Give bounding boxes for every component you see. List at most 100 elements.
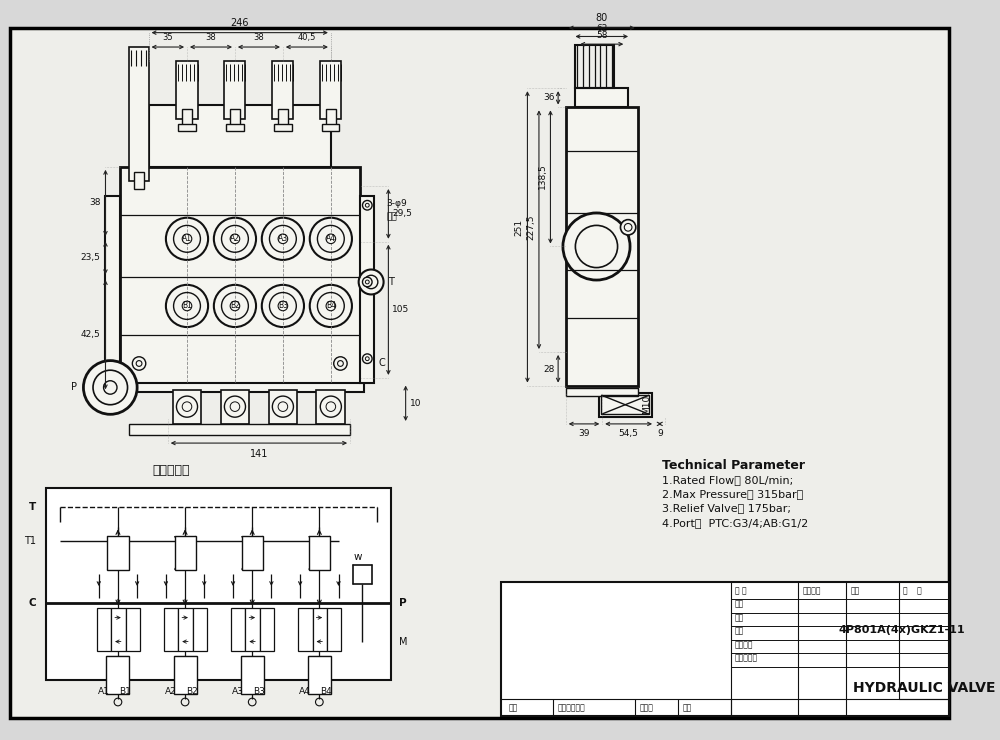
Bar: [129, 424, 350, 435]
Bar: [164, 608, 178, 651]
Text: B1: B1: [119, 687, 131, 696]
Text: 246: 246: [230, 18, 249, 28]
Bar: [107, 536, 129, 570]
Bar: [316, 390, 345, 424]
Text: 54,5: 54,5: [618, 428, 638, 437]
Bar: [241, 656, 264, 694]
Bar: [173, 390, 201, 424]
Bar: [182, 110, 192, 127]
Bar: [260, 608, 274, 651]
Text: A3: A3: [278, 235, 288, 243]
Text: C: C: [379, 358, 386, 369]
Bar: [115, 383, 364, 392]
Circle shape: [326, 301, 336, 311]
Text: 重量: 重量: [851, 586, 860, 595]
Circle shape: [362, 278, 372, 287]
Bar: [111, 608, 126, 651]
Text: A1: A1: [182, 235, 192, 243]
Bar: [353, 565, 372, 584]
Text: 35: 35: [163, 33, 173, 42]
Bar: [221, 390, 249, 424]
Text: HYDRAULIC VALVE: HYDRAULIC VALVE: [853, 681, 996, 695]
Circle shape: [182, 301, 192, 311]
Bar: [97, 608, 111, 651]
Circle shape: [326, 234, 336, 243]
Bar: [327, 608, 341, 651]
Bar: [175, 536, 196, 570]
Circle shape: [230, 234, 240, 243]
Bar: [193, 608, 207, 651]
Text: 23,5: 23,5: [81, 254, 101, 263]
Text: 38: 38: [206, 33, 216, 42]
Text: B4: B4: [326, 301, 336, 311]
Bar: [178, 608, 193, 651]
Text: 通孔: 通孔: [386, 212, 397, 221]
Bar: [274, 124, 292, 132]
Text: A1: A1: [98, 687, 110, 696]
Circle shape: [620, 220, 636, 235]
Text: M: M: [399, 636, 407, 647]
Bar: [149, 104, 331, 167]
Text: 日期: 日期: [683, 703, 692, 713]
Text: 40,5: 40,5: [298, 33, 316, 42]
Text: 3.Relief Valve： 175bar;: 3.Relief Valve： 175bar;: [662, 503, 791, 514]
Circle shape: [262, 218, 304, 260]
Bar: [269, 390, 297, 424]
Text: 141: 141: [250, 449, 268, 459]
Text: A4: A4: [299, 687, 311, 696]
Bar: [126, 608, 140, 651]
Text: B2: B2: [230, 301, 240, 311]
Text: 227,5: 227,5: [526, 215, 535, 240]
Text: 28: 28: [543, 365, 554, 374]
Circle shape: [362, 201, 372, 210]
Circle shape: [310, 285, 352, 327]
Bar: [134, 172, 144, 189]
Text: T1: T1: [24, 536, 36, 546]
Text: 制图: 制图: [735, 599, 744, 609]
Text: 1.Rated Flow： 80L/min;: 1.Rated Flow： 80L/min;: [662, 475, 793, 485]
Bar: [320, 61, 341, 119]
Text: 工艺检查: 工艺检查: [735, 640, 753, 649]
Text: T: T: [388, 277, 394, 287]
Text: 液压原理图: 液压原理图: [152, 465, 189, 477]
Text: 29,5: 29,5: [392, 209, 412, 218]
Text: 80: 80: [596, 13, 608, 23]
Text: 105: 105: [392, 306, 409, 314]
Text: 更改内容说明: 更改内容说明: [558, 703, 586, 713]
Bar: [174, 656, 197, 694]
Bar: [360, 195, 374, 383]
Text: P: P: [399, 598, 407, 608]
Text: 39: 39: [578, 428, 590, 437]
Circle shape: [166, 218, 208, 260]
Bar: [278, 110, 288, 127]
Text: B1: B1: [182, 301, 192, 311]
Text: P: P: [71, 383, 77, 392]
Text: 更改人: 更改人: [640, 703, 654, 713]
Text: A4: A4: [326, 235, 336, 243]
Text: 标记: 标记: [508, 703, 518, 713]
Text: T: T: [29, 502, 36, 512]
Bar: [501, 582, 949, 716]
Circle shape: [362, 354, 372, 363]
Circle shape: [563, 213, 630, 280]
Bar: [599, 393, 652, 417]
Text: 10: 10: [409, 399, 421, 408]
Text: 4P801A(4x)GKZ1-11: 4P801A(4x)GKZ1-11: [838, 625, 965, 635]
Bar: [178, 124, 196, 132]
Bar: [46, 488, 391, 680]
Text: 设 计: 设 计: [735, 586, 746, 595]
Text: 描图: 描图: [735, 613, 744, 622]
Text: A3: A3: [232, 687, 244, 696]
Text: A2: A2: [230, 235, 240, 243]
Text: 38: 38: [254, 33, 264, 42]
Bar: [245, 608, 260, 651]
Bar: [575, 88, 628, 107]
Text: Technical Parameter: Technical Parameter: [662, 460, 805, 472]
Bar: [129, 47, 149, 181]
Text: 校对: 校对: [735, 627, 744, 636]
Bar: [601, 395, 649, 414]
Circle shape: [278, 234, 288, 243]
Bar: [226, 124, 244, 132]
Bar: [566, 107, 638, 386]
Text: 共    页: 共 页: [903, 586, 922, 595]
